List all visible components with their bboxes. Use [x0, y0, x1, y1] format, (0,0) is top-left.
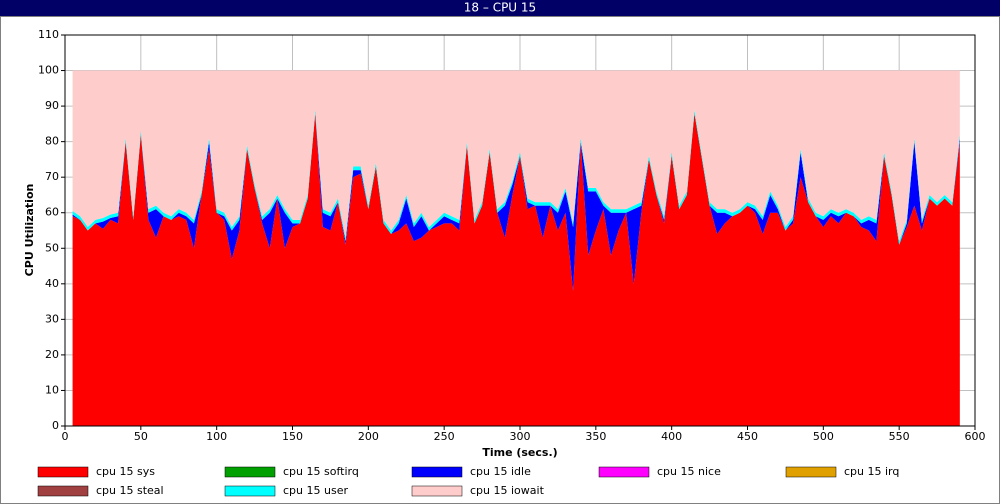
x-tick-label: 300 — [510, 430, 531, 443]
legend-label: cpu 15 iowait — [470, 484, 545, 497]
area — [72, 70, 960, 242]
legend-label: cpu 15 idle — [470, 465, 531, 478]
y-tick-label: 70 — [45, 170, 59, 183]
y-tick-label: 50 — [45, 241, 59, 254]
legend-swatch — [224, 466, 276, 478]
legend-label: cpu 15 softirq — [283, 465, 359, 478]
x-tick-label: 550 — [889, 430, 910, 443]
legend-label: cpu 15 steal — [96, 484, 164, 497]
legend-label: cpu 15 sys — [96, 465, 155, 478]
legend-swatch — [37, 466, 89, 478]
x-tick-label: 400 — [661, 430, 682, 443]
y-tick-label: 80 — [45, 135, 59, 148]
legend-label: cpu 15 nice — [657, 465, 721, 478]
y-tick-label: 0 — [52, 419, 59, 432]
title-bar — [0, 0, 1000, 16]
chart-title: 18 – CPU 15 — [464, 1, 536, 15]
area — [72, 109, 960, 245]
x-tick-label: 150 — [282, 430, 303, 443]
x-tick-label: 0 — [62, 430, 69, 443]
legend-swatch — [37, 485, 89, 497]
x-tick-label: 50 — [134, 430, 148, 443]
y-tick-label: 20 — [45, 348, 59, 361]
plot-border — [64, 34, 976, 427]
y-tick-label: 90 — [45, 99, 59, 112]
x-tick-label: 500 — [813, 430, 834, 443]
legend-swatch — [598, 466, 650, 478]
legend-label: cpu 15 irq — [844, 465, 899, 478]
y-tick-label: 60 — [45, 206, 59, 219]
legend-swatch — [224, 485, 276, 497]
y-tick-label: 100 — [38, 64, 59, 77]
x-tick-label: 100 — [206, 430, 227, 443]
y-tick-label: 110 — [38, 28, 59, 41]
legend-swatch — [411, 466, 463, 478]
y-tick-label: 30 — [45, 312, 59, 325]
y-tick-label: 40 — [45, 277, 59, 290]
legend-label: cpu 15 user — [283, 484, 348, 497]
legend-swatch — [785, 466, 837, 478]
y-axis-title: CPU Utilization — [23, 184, 36, 277]
y-tick-label: 10 — [45, 383, 59, 396]
x-tick-label: 250 — [434, 430, 455, 443]
x-tick-label: 350 — [585, 430, 606, 443]
area — [72, 113, 960, 426]
x-tick-label: 200 — [358, 430, 379, 443]
x-tick-label: 450 — [737, 430, 758, 443]
x-tick-label: 600 — [965, 430, 986, 443]
legend-swatch — [411, 485, 463, 497]
x-axis-title: Time (secs.) — [482, 446, 557, 459]
